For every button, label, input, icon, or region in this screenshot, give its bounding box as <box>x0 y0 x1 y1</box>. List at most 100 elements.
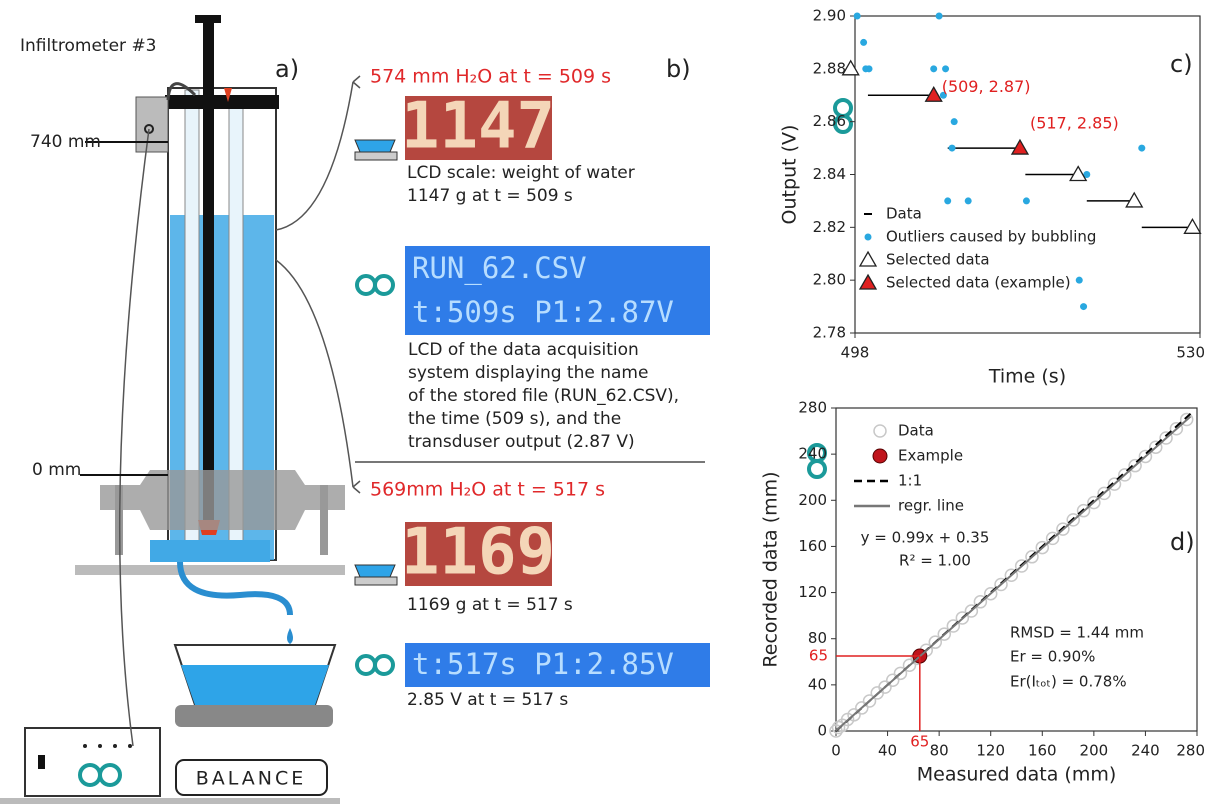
panel-label: b) <box>666 55 691 83</box>
panel-label: d) <box>1170 528 1195 556</box>
point <box>1097 486 1111 501</box>
x-axis-title: Measured data (mm) <box>917 764 1117 786</box>
point <box>1014 559 1029 573</box>
panel-label: c) <box>1170 50 1193 78</box>
point <box>902 658 917 672</box>
balance-label: BALANCE <box>196 768 307 790</box>
lcd-line: RUN_62.CSV <box>412 251 587 286</box>
y-tick-label: 0 <box>817 722 827 740</box>
point <box>924 85 943 102</box>
caption: 1147 g at t = 509 s <box>407 186 573 206</box>
point <box>950 118 958 126</box>
caption: the time (509 s), and the <box>408 409 621 429</box>
annotation: Er(Iₜₒₜ) = 0.78% <box>1010 673 1127 691</box>
point <box>1076 503 1091 518</box>
point <box>955 611 970 625</box>
point <box>860 38 868 46</box>
point <box>855 701 869 715</box>
legend-marker <box>858 250 878 267</box>
y-tick-label: 2.80 <box>813 271 846 289</box>
point <box>1128 458 1142 473</box>
y-tick-label: 200 <box>798 491 827 509</box>
y-tick-label: 2.82 <box>813 218 846 236</box>
legend-marker <box>858 273 878 290</box>
y-tick-label: 2.88 <box>813 59 846 77</box>
x-tick-label: 200 <box>1080 742 1109 760</box>
point <box>841 59 860 76</box>
point <box>935 12 943 20</box>
x-tick-label: 40 <box>878 742 897 760</box>
scale-display: 1147 <box>401 90 555 164</box>
point <box>928 635 943 649</box>
y-tick-label: 2.78 <box>813 324 846 342</box>
legend-label: Data <box>898 422 934 440</box>
x-tick-label: 80 <box>930 742 949 760</box>
point <box>862 694 877 708</box>
annotation: y = 0.99x + 0.35 <box>861 529 990 547</box>
y-tick-label: 40 <box>808 675 827 693</box>
x-tick-label: 160 <box>1028 742 1057 760</box>
point <box>1056 522 1070 536</box>
caption: 2.85 V at t = 517 s <box>407 690 568 710</box>
y-axis-title: Output (V) <box>779 125 801 225</box>
legend-label: Outliers caused by bubbling <box>886 228 1096 246</box>
caption: LCD of the data acquisition <box>408 340 639 360</box>
point <box>853 12 861 20</box>
legend-label: Data <box>886 205 922 223</box>
annotation: (517, 2.85) <box>1030 114 1119 133</box>
point <box>1083 171 1091 178</box>
point <box>1087 495 1101 510</box>
infiltrometer-drawing <box>0 15 361 804</box>
lcd-line: t:517s P1:2.85V <box>412 647 674 681</box>
reading: 574 mm H₂O at t = 509 s <box>370 66 611 88</box>
x-tick-label: 280 <box>1176 742 1205 760</box>
level-label: 740 mm <box>30 132 101 152</box>
point <box>948 144 956 152</box>
point <box>878 680 892 694</box>
x-tick-label: 0 <box>831 742 841 760</box>
point <box>1148 440 1163 454</box>
point <box>885 673 900 687</box>
y-tick-label: 280 <box>798 399 827 417</box>
point <box>994 577 1008 592</box>
caption: transduser output (2.87 V) <box>408 432 635 452</box>
point <box>1035 540 1050 555</box>
legend-label: regr. line <box>898 497 964 515</box>
point <box>865 65 873 73</box>
lcd-panels <box>352 96 853 687</box>
point <box>973 595 988 609</box>
legend-marker <box>872 448 888 464</box>
point <box>1004 568 1019 583</box>
legend-label: Selected data (example) <box>886 274 1071 292</box>
panel-title: Infiltrometer #3 <box>20 36 157 56</box>
point <box>1169 422 1184 436</box>
point <box>944 197 952 205</box>
point <box>942 65 950 73</box>
scale-display: 1169 <box>401 516 555 590</box>
point <box>1025 550 1039 564</box>
x-tick-label: 120 <box>976 742 1005 760</box>
point <box>939 91 947 99</box>
point <box>1183 218 1202 234</box>
legend-label: 1:1 <box>898 472 922 490</box>
point <box>937 627 952 641</box>
caption: of the stored file (RUN_62.CSV), <box>408 386 679 406</box>
x-axis-title: Time (s) <box>988 366 1066 388</box>
x-tick-label: 498 <box>841 344 870 362</box>
point <box>1125 191 1144 208</box>
annotation: Er = 0.90% <box>1010 648 1095 666</box>
caption: system displaying the name <box>408 363 648 383</box>
point <box>1159 431 1173 445</box>
point <box>946 619 961 633</box>
point <box>1138 449 1153 464</box>
point <box>1080 303 1088 311</box>
caption: 1169 g at t = 517 s <box>407 595 573 615</box>
line <box>835 415 1192 732</box>
y-axis-title: Recorded data (mm) <box>760 471 782 667</box>
caption: LCD scale: weight of water <box>407 163 635 183</box>
y-tick-label: 160 <box>798 537 827 555</box>
plot-frame <box>835 407 1198 732</box>
legend-marker <box>873 424 887 438</box>
annotation: (509, 2.87) <box>942 77 1031 96</box>
